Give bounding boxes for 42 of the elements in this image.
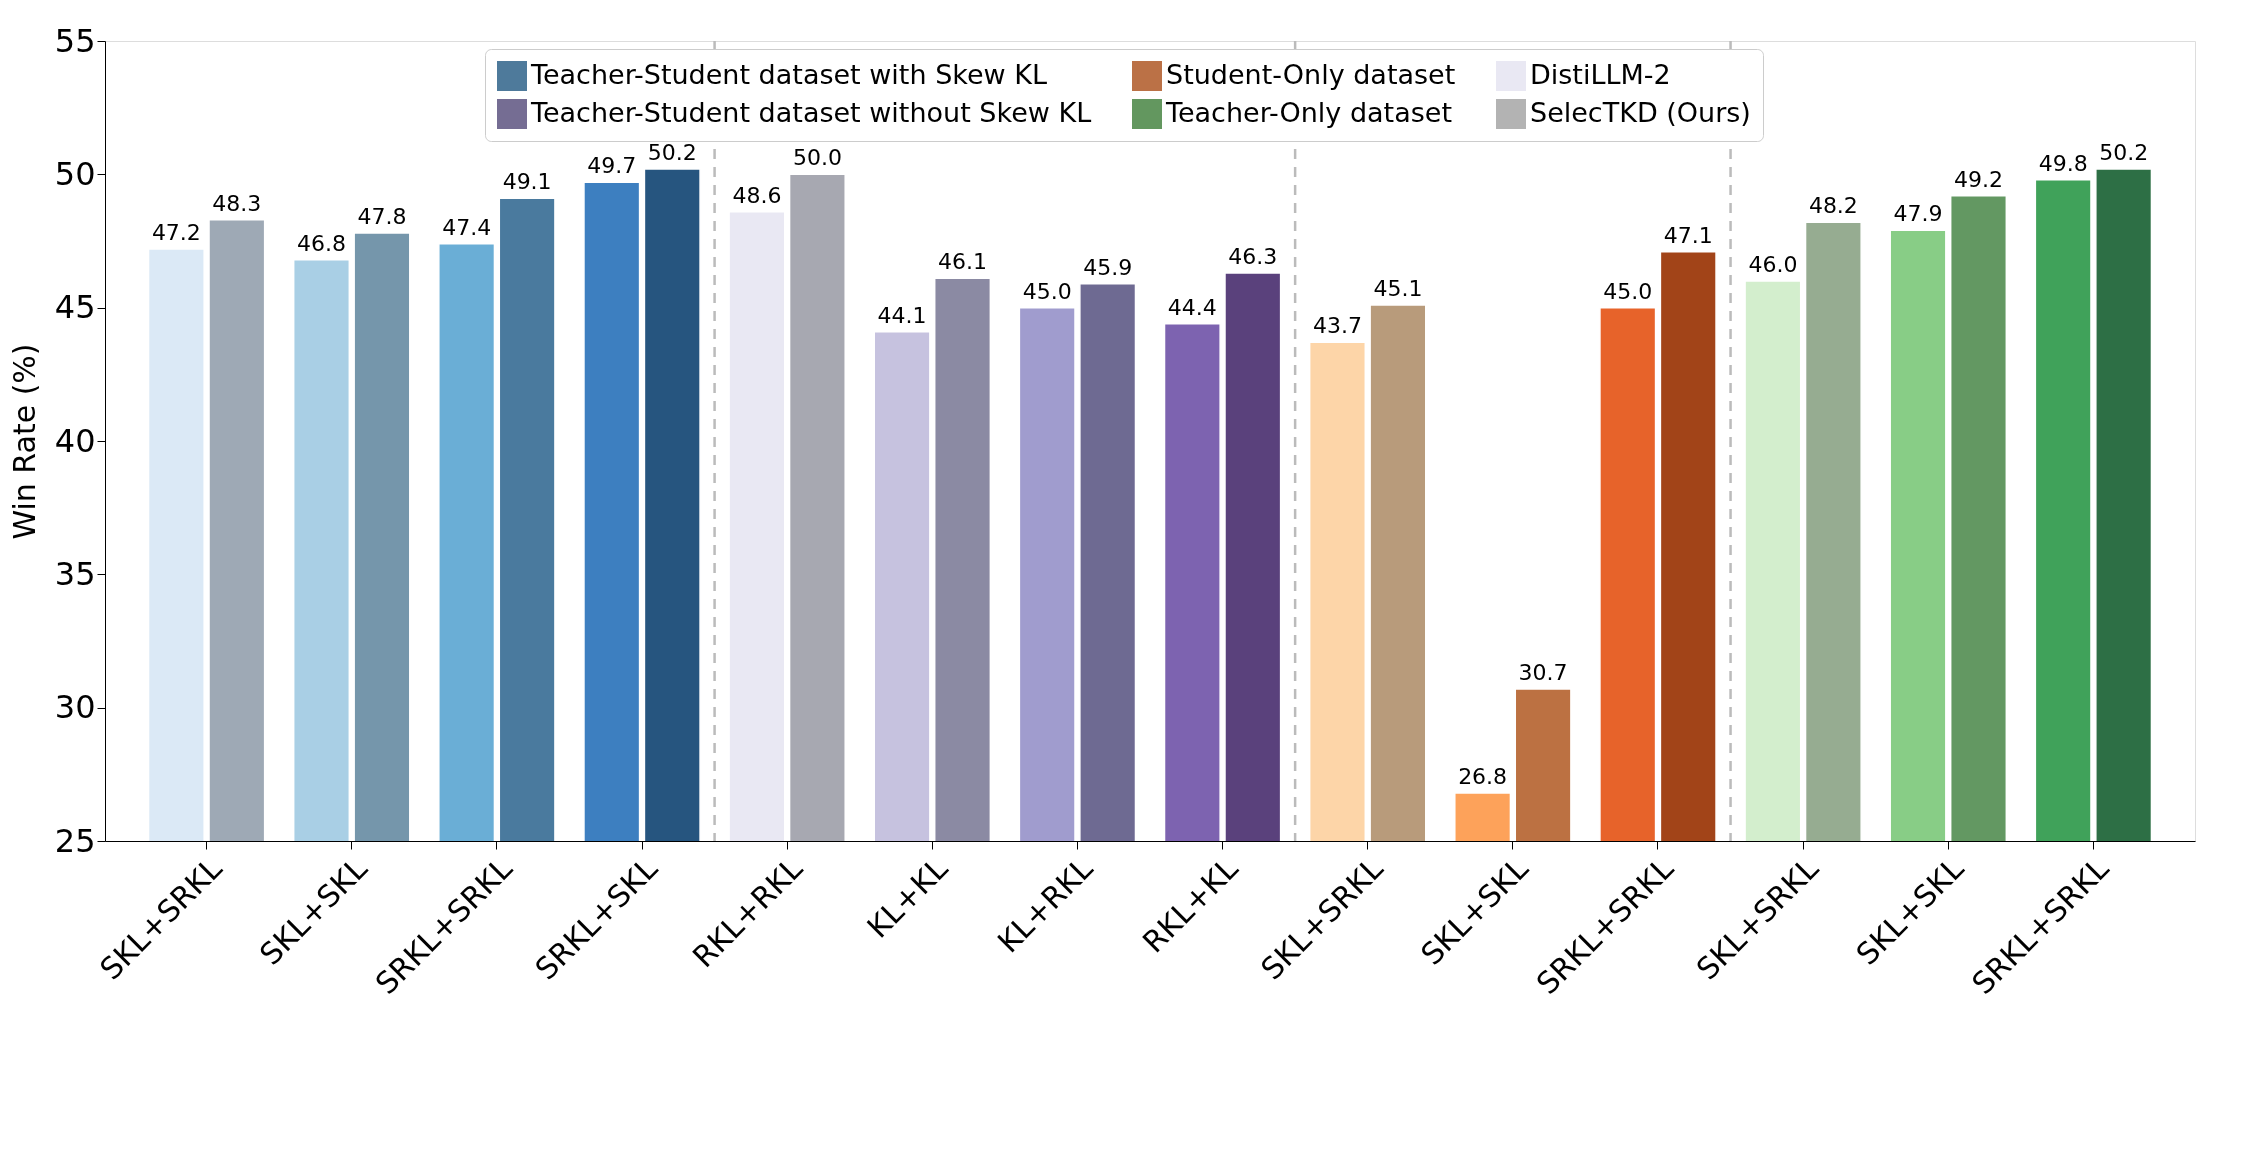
data-label: 45.1: [1373, 276, 1423, 301]
data-label: 44.4: [1167, 294, 1217, 320]
y-tick-label: 50: [54, 154, 96, 193]
data-label: 47.4: [442, 214, 492, 240]
data-label: 30.7: [1518, 660, 1568, 685]
data-label: 45.0: [1603, 278, 1653, 304]
legend-label: Teacher-Student dataset without Skew KL: [530, 97, 1092, 128]
y-axis-title: Win Rate (%): [6, 343, 42, 540]
y-tick-label: 40: [54, 421, 96, 460]
data-label: 48.6: [732, 182, 782, 208]
data-label: 48.2: [1808, 193, 1858, 219]
legend-label: Teacher-Only dataset: [1165, 97, 1453, 128]
data-label: 50.2: [647, 140, 697, 165]
data-label: 49.7: [587, 153, 637, 179]
y-tick-label: 30: [54, 688, 96, 727]
legend-label: Student-Only dataset: [1166, 59, 1456, 90]
data-label: 47.8: [357, 204, 407, 229]
data-label: 49.2: [1954, 166, 2003, 192]
data-label: 47.1: [1663, 222, 1713, 248]
data-label: 46.1: [938, 249, 988, 275]
data-label: 47.2: [151, 220, 201, 245]
y-tick-label: 55: [54, 21, 96, 60]
data-label: 48.3: [212, 190, 262, 216]
data-label: 46.0: [1748, 252, 1798, 277]
legend-label: SelecTKD (Ours): [1530, 97, 1751, 128]
data-label: 45.0: [1022, 278, 1072, 304]
legend-label: Teacher-Student dataset with Skew KL: [530, 59, 1047, 90]
data-label: 47.9: [1893, 201, 1943, 227]
legend-label: DistiLLM-2: [1530, 59, 1671, 90]
data-label: 45.9: [1083, 254, 1133, 280]
data-label: 26.8: [1458, 764, 1508, 789]
y-tick-label: 25: [54, 821, 96, 860]
data-label: 50.2: [2099, 140, 2149, 165]
y-tick-label: 35: [54, 554, 96, 593]
data-label: 49.1: [502, 169, 552, 195]
data-label: 49.8: [2038, 150, 2088, 176]
data-label: 50.0: [792, 145, 842, 171]
data-label: 44.1: [877, 302, 927, 328]
y-tick-label: 45: [54, 288, 96, 327]
data-label: 46.8: [297, 230, 346, 256]
data-label: 43.7: [1312, 313, 1362, 339]
data-label: 46.3: [1228, 244, 1278, 269]
